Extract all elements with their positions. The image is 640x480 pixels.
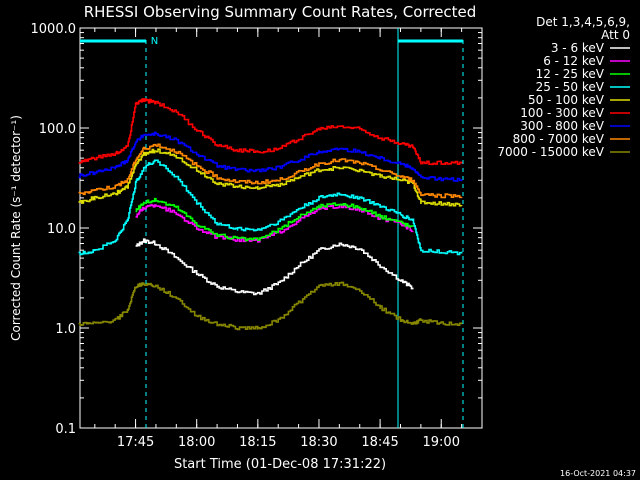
- legend-entry-label: 12 - 25 keV: [536, 67, 605, 81]
- legend-entry-label: 100 - 300 keV: [520, 106, 604, 120]
- legend-entry-label: 800 - 7000 keV: [513, 132, 605, 146]
- legend-header-line1: Det 1,3,4,5,6,9,: [536, 15, 630, 29]
- x-tick-label: 18:15: [239, 435, 276, 450]
- legend-entry-label: 7000 - 15000 keV: [497, 145, 604, 159]
- y-tick-label: 10.0: [47, 222, 76, 237]
- legend-entry-label: 300 - 800 keV: [520, 119, 604, 133]
- series-line: [78, 131, 463, 182]
- series-lines: [78, 98, 463, 331]
- chart-title: RHESSI Observing Summary Count Rates, Co…: [84, 3, 477, 21]
- x-tick-label: 17:45: [117, 435, 154, 450]
- x-axis-label: Start Time (01-Dec-08 17:31:22): [174, 457, 386, 472]
- series-line: [78, 98, 463, 166]
- series-line: [135, 204, 414, 243]
- series-line: [135, 197, 414, 242]
- annotation-n: N: [151, 36, 158, 47]
- legend-entry-label: 6 - 12 keV: [543, 54, 605, 68]
- x-tick-label: 18:45: [361, 435, 398, 450]
- y-tick-label: 1000.0: [31, 22, 77, 37]
- y-tick-label: 0.1: [55, 422, 76, 437]
- y-axis-label: Corrected Count Rate (s⁻¹ detector⁻¹): [9, 115, 23, 341]
- x-axis: 17:45 18:00 18:15 18:30 18:45 19:00: [94, 28, 483, 450]
- series-line: [78, 143, 463, 199]
- series-line: [135, 238, 414, 296]
- legend-entry-label: 50 - 100 keV: [528, 93, 605, 107]
- generated-timestamp: 16-Oct-2021 04:37: [560, 469, 636, 478]
- x-tick-label: 19:00: [423, 435, 460, 450]
- y-axis: 0.1 1.0 10.0 100.0 1000.0: [31, 22, 482, 437]
- legend-entry-label: 25 - 50 keV: [536, 80, 605, 94]
- x-tick-label: 18:30: [300, 435, 337, 450]
- series-line: [78, 281, 463, 331]
- y-tick-label: 1.0: [55, 322, 76, 337]
- observing-status-bars: [80, 28, 464, 428]
- series-line: [78, 148, 463, 207]
- y-tick-label: 100.0: [39, 122, 76, 137]
- legend-entry-label: 3 - 6 keV: [551, 41, 605, 55]
- series-line: [78, 159, 463, 256]
- legend-header-line2: Att 0: [601, 28, 630, 42]
- x-tick-label: 18:00: [178, 435, 215, 450]
